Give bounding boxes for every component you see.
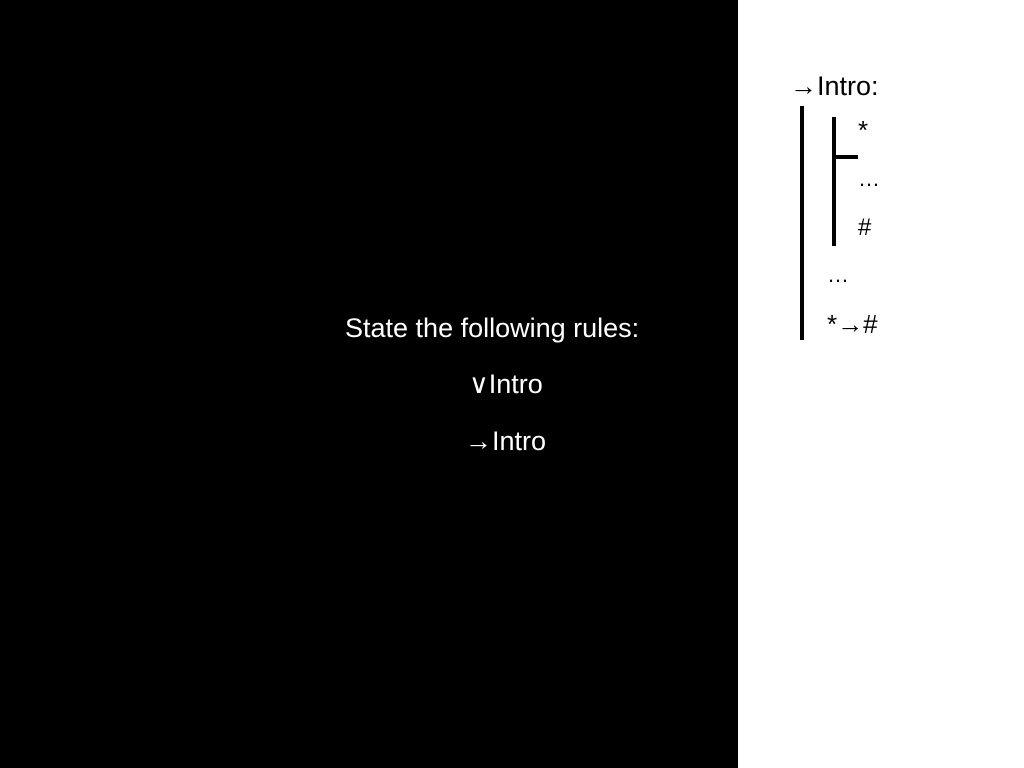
proof-panel: →Intro: * … # … *→#: [738, 0, 1024, 768]
subproof-bar: [832, 117, 836, 246]
prompt-panel: State the following rules: ∨Intro →Intro: [345, 313, 640, 456]
proof-ellipsis: …: [827, 262, 851, 287]
prompt-title: State the following rules:: [345, 313, 640, 343]
rule-or-intro: ∨Intro: [469, 369, 543, 399]
subproof-result: #: [858, 214, 872, 241]
subproof-assumption: *: [858, 115, 869, 145]
assumption-line: [832, 155, 858, 159]
outer-proof-bar: [800, 106, 804, 340]
rule-arrow-intro: →Intro: [465, 426, 547, 456]
subproof-ellipsis: …: [858, 166, 882, 191]
proof-title: →Intro:: [790, 71, 879, 101]
proof-conclusion: *→#: [827, 309, 878, 339]
